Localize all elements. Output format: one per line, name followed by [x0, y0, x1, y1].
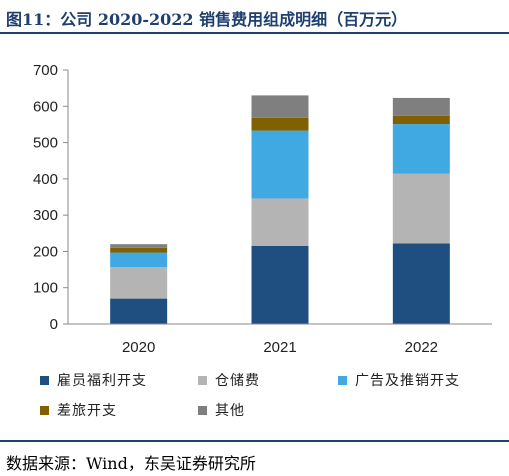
y-tick-label: 400 [33, 171, 58, 188]
bar-segment [251, 130, 309, 199]
bar-segment [110, 252, 168, 268]
bar-segment [110, 247, 168, 253]
bar-segment [110, 244, 168, 248]
legend-swatch [338, 375, 347, 385]
legend-swatch [40, 375, 49, 385]
legend-swatch [40, 405, 49, 415]
legend-label: 雇员福利开支 [57, 373, 147, 389]
bar-segment [392, 115, 450, 125]
title-bar: 图11：公司 2020-2022 销售费用组成明细（百万元） [0, 0, 509, 34]
legend-item-warehousing: 仓储费 [198, 370, 260, 390]
y-tick-label: 100 [33, 280, 58, 297]
y-tick-label: 0 [50, 316, 58, 333]
y-tick-label: 500 [33, 135, 58, 152]
bar-segment [392, 124, 450, 174]
bar-segment [392, 97, 450, 116]
bars [110, 95, 450, 324]
legend-label: 差旅开支 [57, 403, 117, 419]
legend-swatch [198, 375, 207, 385]
chart-title: 图11：公司 2020-2022 销售费用组成明细（百万元） [6, 10, 408, 29]
stacked-bar-chart: 0 100 200 300 400 500 600 700 2020 2021 2022 [33, 62, 492, 356]
bar-segment [110, 298, 168, 324]
x-tick-label: 2021 [263, 339, 296, 356]
x-axis: 2020 2021 2022 [68, 323, 492, 356]
source-bar: 数据来源：Wind，东吴证券研究所 [0, 440, 509, 476]
y-tick-label: 300 [33, 207, 58, 224]
legend-item-advertising: 广告及推销开支 [338, 370, 460, 390]
y-axis: 0 100 200 300 400 500 600 700 [33, 62, 69, 333]
x-tick-label: 2020 [122, 339, 155, 356]
bar-segment [392, 243, 450, 324]
bar-segment [251, 198, 309, 246]
legend-label: 其他 [215, 403, 245, 419]
y-tick-label: 200 [33, 243, 58, 260]
data-source: 数据来源：Wind，东吴证券研究所 [6, 454, 256, 473]
y-tick-label: 600 [33, 98, 58, 115]
legend-swatch [198, 405, 207, 415]
y-tick-label: 700 [33, 62, 58, 79]
bar-segment [392, 173, 450, 244]
bar-segment [251, 95, 309, 118]
legend-item-other: 其他 [198, 400, 245, 420]
legend-label: 广告及推销开支 [355, 373, 460, 389]
bar-segment [110, 267, 168, 299]
legend-item-travel: 差旅开支 [40, 400, 117, 420]
bar-segment [251, 117, 309, 131]
bar-segment [251, 245, 309, 324]
legend-label: 仓储费 [215, 373, 260, 389]
legend-item-employee-benefits: 雇员福利开支 [40, 370, 147, 390]
x-tick-label: 2022 [405, 339, 438, 356]
